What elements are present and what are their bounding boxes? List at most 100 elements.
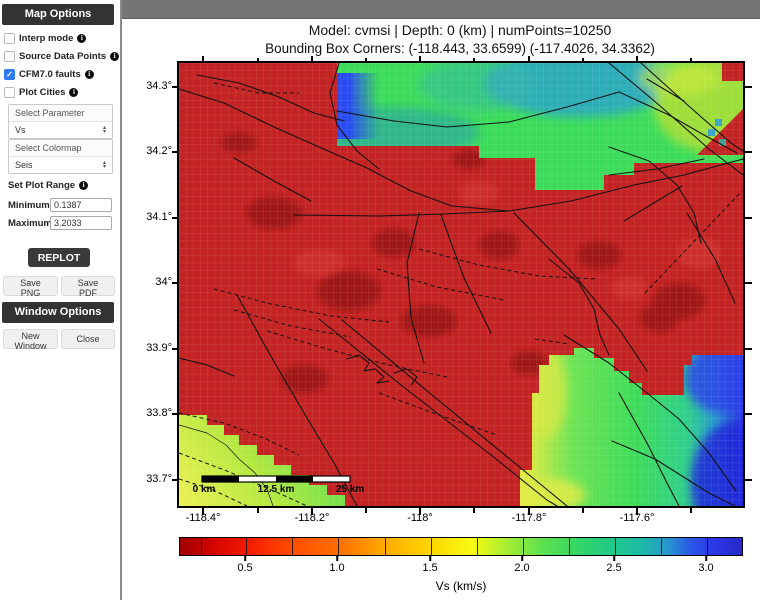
maximum-input[interactable]	[50, 216, 112, 230]
checkbox-row-cfm-faults[interactable]: ✓ CFM7.0 faults i	[4, 68, 94, 80]
scale-bar	[201, 475, 351, 483]
x-axis-label: -118.2°	[294, 512, 330, 524]
plot-cities-checkbox[interactable]	[4, 86, 15, 98]
y-axis-label: 33.7°	[146, 473, 172, 485]
velocity-field	[179, 63, 743, 506]
x-tick	[419, 56, 421, 63]
new-window-button[interactable]: New Window	[3, 329, 58, 351]
x-axis-label: -117.6°	[619, 512, 655, 524]
parameter-select-group: Select Parameter Vs ▴ ▾	[8, 104, 113, 139]
parameter-select[interactable]: Vs ▴ ▾	[9, 122, 112, 138]
colorbar-tick	[336, 556, 338, 561]
colorbar-tick-label: 0.5	[237, 562, 253, 574]
checkbox-row-plot-cities[interactable]: Plot Cities i	[4, 86, 79, 98]
source-data-points-checkbox[interactable]	[4, 50, 15, 62]
colormap-select-group: Select Colormap Seis ▴ ▾	[8, 139, 113, 174]
colorbar-tick-label: 2.5	[606, 562, 622, 574]
y-tick	[745, 86, 752, 88]
source-data-points-label: Source Data Points	[19, 50, 107, 62]
save-pdf-button[interactable]: Save PDF	[61, 276, 115, 298]
x-tick	[257, 508, 259, 513]
y-tick	[745, 282, 752, 284]
colorbar-tick	[429, 556, 431, 561]
x-tick	[202, 56, 204, 63]
colorbar-axis-label: Vs (km/s)	[435, 579, 487, 593]
plot-title: Model: cvmsi | Depth: 0 (km) | numPoints…	[308, 22, 612, 38]
x-tick	[690, 508, 692, 513]
x-tick	[365, 508, 367, 513]
minimum-input[interactable]	[50, 198, 112, 212]
y-tick	[745, 151, 752, 153]
checkbox-row-interp-mode[interactable]: Interp mode i	[4, 32, 87, 44]
x-tick	[365, 58, 367, 63]
info-icon[interactable]: i	[79, 181, 89, 190]
replot-button[interactable]: REPLOT	[28, 248, 90, 267]
velocity-map-canvas	[178, 62, 744, 507]
plot-range-label-row: Set Plot Range i	[8, 180, 89, 191]
x-tick	[582, 508, 584, 513]
x-axis-label: -117.8°	[511, 512, 547, 524]
select-stepper-icon: ▴ ▾	[102, 125, 106, 135]
x-tick	[528, 56, 530, 63]
colormap-select[interactable]: Seis ▴ ▾	[9, 157, 112, 173]
plot-range-label: Set Plot Range	[8, 180, 76, 191]
cfm-faults-checkbox[interactable]: ✓	[4, 68, 15, 80]
info-icon[interactable]: i	[84, 69, 94, 79]
y-axis-label: 34°	[155, 276, 172, 288]
interp-mode-checkbox[interactable]	[4, 32, 15, 44]
x-tick	[419, 508, 421, 515]
interp-mode-label: Interp mode	[19, 32, 74, 44]
colorbar-tick	[521, 556, 523, 561]
colorbar-tick	[244, 556, 246, 561]
y-tick	[172, 217, 179, 219]
x-tick	[311, 56, 313, 63]
map-options-header: Map Options	[2, 4, 114, 25]
close-button[interactable]: Close	[61, 329, 115, 349]
y-tick	[172, 479, 179, 481]
y-tick	[172, 86, 179, 88]
info-icon[interactable]: i	[69, 87, 79, 97]
y-axis-label: 34.3°	[146, 80, 172, 92]
plot-cities-label: Plot Cities	[19, 86, 66, 98]
y-tick	[172, 413, 179, 415]
fault-lines-layer	[178, 62, 744, 507]
colorbar-tick-label: 1.5	[422, 562, 438, 574]
checkbox-row-source-data-points[interactable]: Source Data Points i	[4, 50, 120, 62]
x-tick	[473, 58, 475, 63]
info-icon[interactable]: i	[110, 51, 120, 61]
x-tick	[636, 508, 638, 515]
y-axis-label: 33.8°	[146, 407, 172, 419]
x-tick	[473, 508, 475, 513]
maximum-label: Maximum	[8, 218, 52, 229]
x-tick	[582, 58, 584, 63]
scale-bar-label: 25 km	[335, 484, 365, 495]
window-options-header: Window Options	[2, 302, 114, 323]
x-tick	[690, 58, 692, 63]
colormap-select-value: Seis	[15, 160, 33, 170]
colormap-select-label: Select Colormap	[9, 140, 112, 157]
info-icon[interactable]: i	[77, 33, 87, 43]
colorbar-tick-label: 3.0	[698, 562, 714, 574]
sidebar: Map Options Interp mode i Source Data Po…	[0, 0, 120, 600]
colorbar-tick-label: 2.0	[514, 562, 530, 574]
cfm-faults-label: CFM7.0 faults	[19, 68, 81, 80]
scale-bar-label: 0 km	[192, 484, 216, 495]
parameter-select-value: Vs	[15, 125, 26, 135]
x-axis-label: -118°	[407, 512, 433, 524]
velocity-map: 0 km 12.5 km 25 km	[177, 61, 745, 508]
y-tick	[172, 282, 179, 284]
x-tick	[311, 508, 313, 515]
x-tick	[257, 58, 259, 63]
y-tick	[745, 348, 752, 350]
colorbar-tick-label: 1.0	[329, 562, 345, 574]
fault-lines-dashed-layer	[178, 82, 743, 507]
parameter-select-label: Select Parameter	[9, 105, 112, 122]
colorbar-tick	[613, 556, 615, 561]
colorbar	[179, 537, 743, 556]
y-axis-label: 34.2°	[146, 145, 172, 157]
save-png-button[interactable]: Save PNG	[3, 276, 58, 298]
colorbar-tick	[705, 556, 707, 561]
y-tick	[745, 479, 752, 481]
y-tick	[172, 348, 179, 350]
